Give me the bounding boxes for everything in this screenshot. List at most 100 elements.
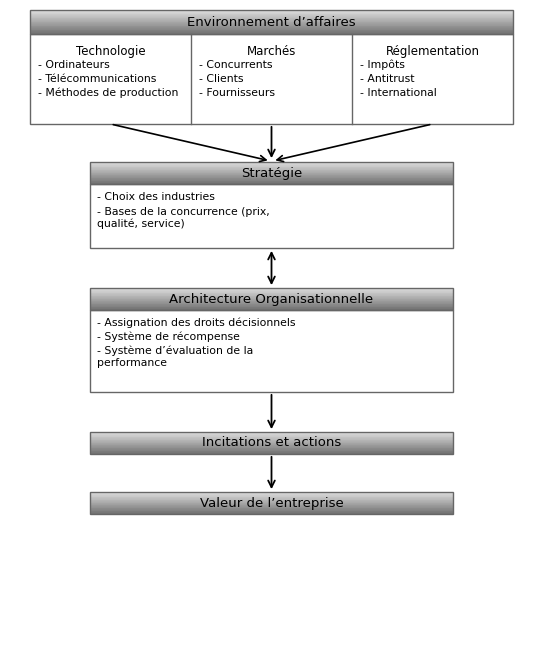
Bar xyxy=(90,447,453,448)
Bar xyxy=(90,502,453,504)
Bar xyxy=(90,433,453,434)
Bar xyxy=(90,177,453,179)
Bar xyxy=(90,438,453,439)
Bar xyxy=(90,291,453,292)
Bar xyxy=(90,448,453,449)
Bar xyxy=(90,506,453,507)
Bar xyxy=(90,299,453,300)
Bar xyxy=(90,308,453,310)
Bar xyxy=(90,442,453,444)
Bar xyxy=(90,292,453,293)
Bar xyxy=(90,507,453,508)
Bar xyxy=(90,298,453,299)
Bar xyxy=(90,500,453,502)
Text: - Impôts: - Impôts xyxy=(360,60,405,70)
Bar xyxy=(90,295,453,296)
Bar xyxy=(30,31,513,32)
Bar xyxy=(30,17,513,19)
Bar xyxy=(90,440,453,441)
Bar xyxy=(90,167,453,168)
Bar xyxy=(30,26,513,28)
Bar xyxy=(90,310,453,392)
Bar xyxy=(90,495,453,496)
Bar xyxy=(30,19,513,21)
Text: - Choix des industries: - Choix des industries xyxy=(97,192,215,202)
Bar xyxy=(90,432,453,433)
Bar xyxy=(90,511,453,512)
Bar xyxy=(90,434,453,436)
Bar xyxy=(90,497,453,498)
Bar xyxy=(90,162,453,164)
Text: Valeur de l’entreprise: Valeur de l’entreprise xyxy=(200,496,343,510)
Bar xyxy=(30,24,513,25)
Bar xyxy=(90,294,453,295)
Bar xyxy=(90,452,453,453)
Bar xyxy=(30,11,513,13)
Bar xyxy=(30,27,513,28)
Bar xyxy=(90,498,453,499)
Text: - International: - International xyxy=(360,88,437,98)
Bar xyxy=(90,510,453,512)
Bar xyxy=(30,13,513,15)
Bar xyxy=(90,445,453,446)
Bar xyxy=(90,446,453,448)
Bar xyxy=(30,32,513,34)
Bar xyxy=(90,165,453,166)
Bar xyxy=(30,10,513,34)
Bar xyxy=(90,502,453,503)
Bar xyxy=(90,496,453,497)
Bar xyxy=(90,176,453,177)
Bar xyxy=(90,170,453,171)
Bar xyxy=(90,437,453,438)
Bar xyxy=(90,175,453,176)
Bar xyxy=(90,306,453,307)
Bar xyxy=(90,495,453,496)
Bar xyxy=(90,171,453,172)
Text: - Système d’évaluation de la
performance: - Système d’évaluation de la performance xyxy=(97,346,253,368)
Bar xyxy=(90,288,453,310)
Bar xyxy=(90,304,453,305)
Bar xyxy=(90,438,453,440)
Bar xyxy=(90,493,453,495)
Bar xyxy=(90,508,453,510)
Bar xyxy=(30,15,513,17)
Text: Marchés: Marchés xyxy=(247,45,296,58)
Bar xyxy=(90,504,453,505)
Bar xyxy=(90,184,453,248)
Bar xyxy=(90,177,453,178)
Bar xyxy=(90,299,453,301)
Text: - Assignation des droits décisionnels: - Assignation des droits décisionnels xyxy=(97,318,295,328)
Bar xyxy=(90,300,453,301)
Bar xyxy=(90,508,453,509)
Bar xyxy=(90,166,453,167)
Bar xyxy=(30,16,513,17)
Bar xyxy=(30,13,513,14)
Bar xyxy=(90,503,453,504)
Bar xyxy=(90,439,453,440)
Bar xyxy=(30,12,513,13)
Bar xyxy=(90,168,453,169)
Bar xyxy=(90,164,453,166)
Bar xyxy=(30,21,513,22)
Text: - Système de récompense: - Système de récompense xyxy=(97,332,240,342)
Bar xyxy=(30,21,513,23)
Bar xyxy=(90,441,453,442)
Bar xyxy=(90,451,453,453)
Bar xyxy=(90,175,453,177)
Bar xyxy=(30,11,513,12)
Text: Incitations et actions: Incitations et actions xyxy=(202,436,341,449)
Bar xyxy=(90,446,453,447)
Bar xyxy=(30,17,513,18)
Text: Technologie: Technologie xyxy=(75,45,146,58)
Bar xyxy=(90,179,453,180)
Bar xyxy=(90,162,453,163)
Bar xyxy=(90,440,453,442)
Bar xyxy=(90,307,453,308)
Bar xyxy=(90,307,453,308)
Bar xyxy=(90,436,453,437)
Bar xyxy=(30,20,513,21)
Bar xyxy=(30,30,513,31)
Bar xyxy=(90,163,453,164)
Bar xyxy=(90,434,453,435)
Bar xyxy=(90,513,453,514)
